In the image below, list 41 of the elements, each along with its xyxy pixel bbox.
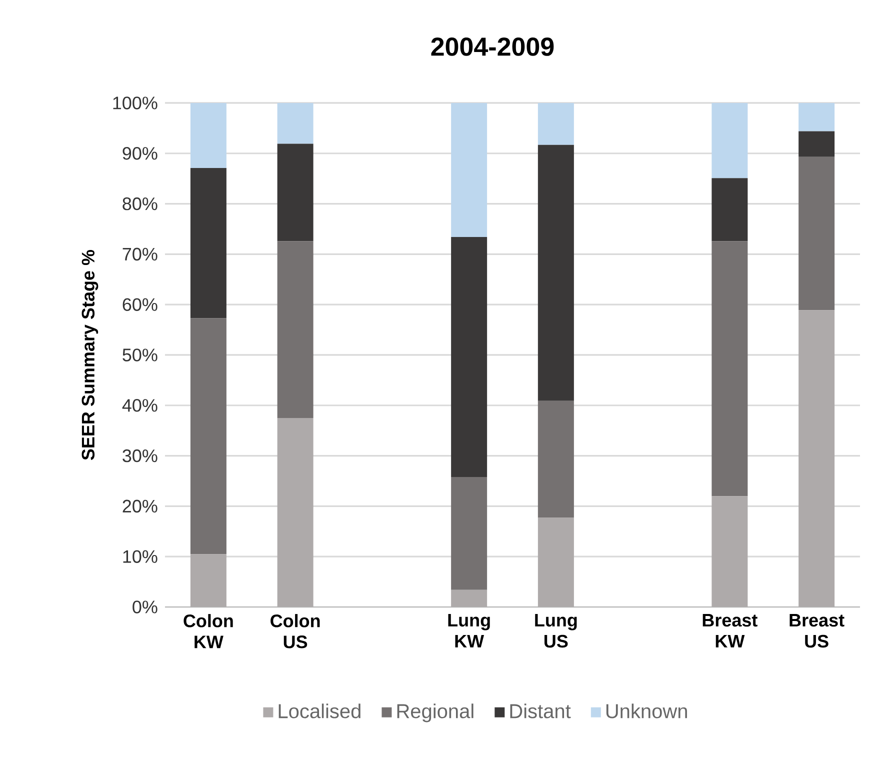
- bar: [538, 144, 574, 401]
- bar: [798, 102, 835, 132]
- bar: [798, 156, 835, 310]
- legend-label: Unknown: [606, 704, 687, 718]
- bar: [538, 400, 574, 518]
- bar: [538, 102, 574, 145]
- x-tick-label: Lung KW: [448, 614, 490, 648]
- x-tick-label: Breast KW: [702, 614, 758, 648]
- y-tick-label: 70%: [122, 248, 158, 261]
- y-tick-label: 40%: [122, 399, 158, 412]
- y-axis-title: SEER Summary Stage %: [82, 250, 98, 460]
- y-tick-label: 80%: [122, 197, 158, 210]
- bar: [190, 318, 226, 554]
- y-tick-label: 100%: [113, 96, 158, 110]
- y-tick-label: 60%: [122, 298, 158, 311]
- bar: [190, 168, 226, 318]
- bar: [712, 241, 748, 496]
- bar: [451, 102, 488, 238]
- bar: [712, 102, 748, 178]
- y-tick-label: 30%: [122, 449, 158, 462]
- y-tick-label: 0%: [132, 600, 158, 614]
- bar: [277, 241, 314, 418]
- x-tick-label: Colon KW: [184, 614, 233, 648]
- y-tick-label: 50%: [122, 348, 158, 362]
- bar: [277, 102, 314, 144]
- legend-label: Distant: [510, 704, 571, 718]
- bar: [277, 144, 314, 242]
- x-tick-label: Colon US: [270, 614, 320, 648]
- bar: [798, 131, 835, 157]
- y-tick-label: 90%: [122, 147, 158, 160]
- x-tick-label: Breast US: [790, 614, 844, 648]
- legend-label: Regional: [397, 704, 474, 722]
- x-tick-label: Lung US: [535, 614, 577, 648]
- chart-title: 2004-2009: [431, 38, 554, 56]
- y-tick-label: 10%: [123, 550, 158, 563]
- y-tick-label: 20%: [122, 500, 158, 513]
- bar: [451, 476, 488, 590]
- bar: [190, 102, 226, 168]
- bar: [712, 178, 748, 242]
- legend-label: Localised: [278, 704, 360, 718]
- bar: [451, 237, 488, 477]
